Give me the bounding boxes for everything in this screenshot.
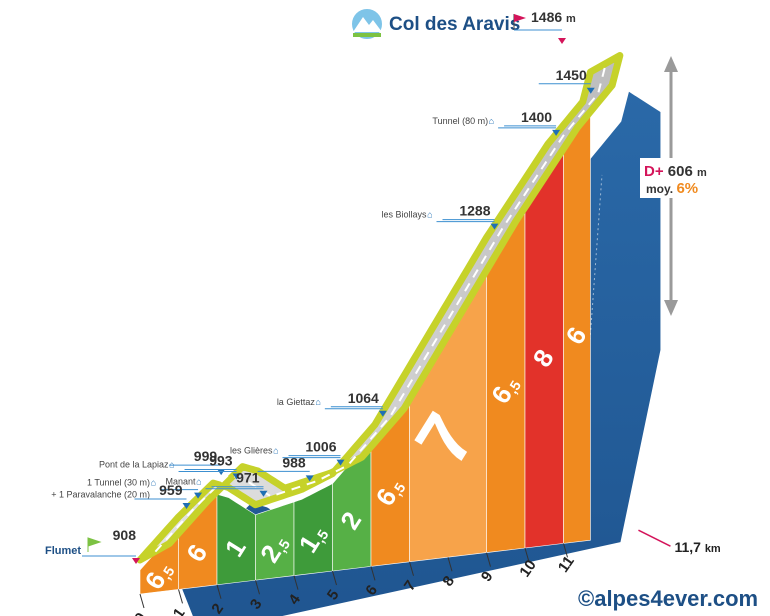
x-tick-mark	[563, 543, 568, 558]
x-tick-mark	[332, 570, 337, 586]
waypoint-triangle-icon	[259, 490, 268, 497]
summary-backdrop	[640, 158, 720, 198]
bridge-icon: ⌂	[169, 460, 174, 470]
summit-marker-icon	[558, 38, 566, 44]
x-tick-mark	[216, 584, 222, 599]
summit-flag-icon	[514, 14, 526, 22]
village-icon: ⌂	[196, 477, 201, 487]
arrow-down-icon	[664, 300, 678, 316]
x-tick-mark	[255, 580, 260, 595]
waypoint-name: les Biollays	[381, 210, 427, 220]
x-tick-label: 10	[516, 557, 539, 580]
waypoint-triangle-icon	[490, 223, 499, 230]
x-tick-mark	[486, 552, 491, 567]
x-tick-mark	[178, 589, 183, 604]
village-icon: ⌂	[273, 446, 278, 456]
waypoint-altitude: 999	[194, 448, 218, 464]
waypoint-name: 1 Tunnel (30 m)	[87, 478, 150, 488]
waypoint-altitude: 959	[159, 482, 183, 498]
waypoint-triangle-icon	[232, 473, 241, 480]
average-gradient: moy. 6%	[646, 180, 698, 197]
x-tick-mark	[139, 593, 145, 609]
waypoint-triangle-icon	[305, 475, 314, 482]
waypoint-name: la Giettaz	[277, 397, 316, 407]
gradient-segments: 6,56 1 2,51,526,576,586	[139, 81, 593, 595]
waypoint-name: Manant	[165, 477, 196, 487]
x-tick-label: 11	[555, 553, 578, 576]
waypoint-triangle-icon	[336, 459, 345, 466]
gradient-segment	[563, 81, 591, 544]
waypoint-triangle-icon	[194, 492, 203, 499]
mountain-grass-icon	[353, 33, 381, 37]
summit-altitude: 1486 m	[531, 9, 576, 25]
mountain-peak-icon	[353, 17, 382, 32]
x-tick-label: 0	[131, 610, 150, 616]
waypoint-altitude: 1400	[521, 109, 552, 125]
watermark: ©alpes4ever.com	[578, 586, 758, 611]
road-surface	[136, 52, 624, 564]
x-tick-mark	[293, 575, 299, 590]
start-marker-icon	[132, 558, 140, 564]
waypoint-altitude: 1006	[305, 439, 336, 455]
start-flag-icon	[87, 537, 102, 552]
village-icon: ⌂	[427, 210, 432, 220]
x-tick-mark	[409, 561, 414, 576]
waypoint-name-extra: + 1 Paravalanche (20 m)	[51, 490, 150, 500]
x-tick-mark	[370, 566, 376, 581]
waypoint-triangle-icon	[586, 87, 595, 94]
waypoint-triangle-icon	[378, 410, 387, 417]
arrow-up-icon	[664, 56, 678, 72]
tunnel-icon: ⌂	[489, 116, 494, 126]
distance-pointer	[638, 529, 671, 547]
road-front-edge	[137, 71, 594, 563]
waypoint-altitude: 1064	[348, 390, 379, 406]
total-distance: 11,7 km	[674, 539, 720, 555]
tunnel-icon: ⌂	[151, 478, 156, 488]
start-label: Flumet	[45, 545, 81, 557]
church-icon: ⌂	[315, 397, 320, 407]
summit-header: Col des Aravis 1486 m	[350, 7, 576, 44]
waypoint-name: Pont de la Lapiaz	[99, 460, 169, 470]
start-altitude: 908	[113, 527, 137, 543]
x-tick-mark	[447, 557, 453, 572]
waypoint-name: les Glières	[230, 446, 273, 456]
elevation-gain: D+ 606 m	[644, 163, 707, 180]
waypoint-markers: 1 Tunnel (30 m) ⌂+ 1 Paravalanche (20 m) 9…	[51, 67, 595, 509]
waypoint-altitude: 988	[282, 454, 306, 470]
x-tick-label: 1	[170, 605, 189, 616]
waypoint-triangle-icon	[182, 502, 191, 509]
waypoint-triangle-icon	[217, 469, 226, 476]
waypoint-altitude: 993	[209, 453, 233, 469]
x-tick-mark	[524, 547, 530, 563]
waypoint-altitude: 1450	[556, 67, 587, 83]
chart-title: Col des Aravis	[389, 14, 520, 35]
waypoint-altitude: 1288	[459, 203, 490, 219]
waypoint-name: Tunnel (80 m)	[432, 116, 488, 126]
waypoint-altitude: 971	[236, 470, 260, 486]
waypoint-triangle-icon	[552, 129, 561, 136]
